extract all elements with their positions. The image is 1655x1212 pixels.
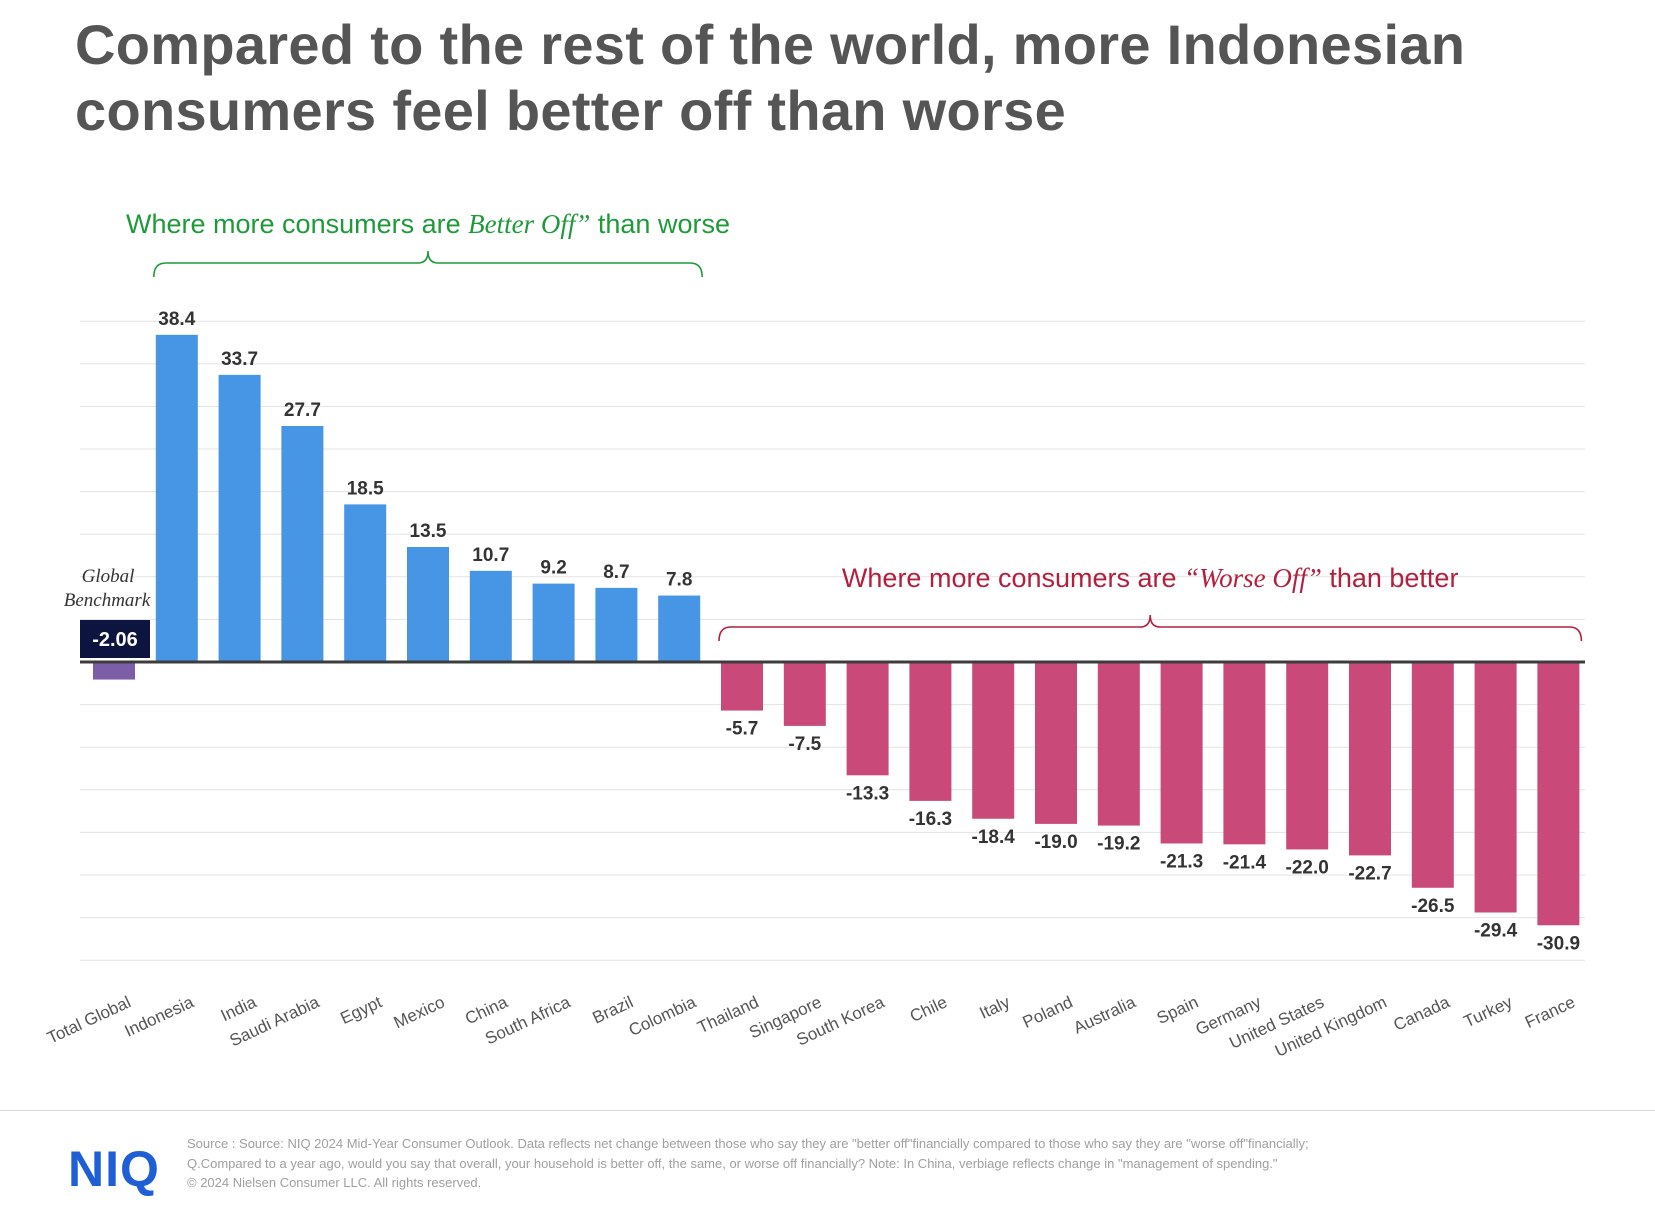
tick-label-indonesia: Indonesia (122, 992, 197, 1041)
data-label-south-africa: 9.2 (540, 558, 566, 579)
worse-off-annotation-emphasis: “Worse Off” (1184, 563, 1322, 593)
data-label-italy: -18.4 (972, 827, 1016, 848)
data-label-brazil: 8.7 (603, 562, 629, 583)
footer-divider (0, 1110, 1655, 1111)
worse-off-annotation: Where more consumers are “Worse Off” tha… (842, 563, 1459, 593)
bar-indonesia (155, 334, 198, 662)
bar-italy (972, 662, 1015, 819)
tick-label-egypt: Egypt (337, 992, 385, 1028)
benchmark-caption-line-1: Global (82, 566, 135, 587)
worse-off-annotation-prefix: Where more consumers are (842, 563, 1184, 593)
tick-label-mexico: Mexico (391, 992, 448, 1032)
source-line-2: Q.Compared to a year ago, would you say … (187, 1155, 1278, 1171)
data-label-colombia: 7.8 (666, 570, 692, 591)
data-label-south-korea: -13.3 (846, 783, 889, 804)
tick-label-canada: Canada (1390, 992, 1452, 1035)
data-label-singapore: -7.5 (788, 734, 821, 755)
bar-saudi-arabia (281, 425, 324, 662)
data-label-poland: -19.0 (1034, 832, 1077, 853)
bar-south-korea (846, 662, 889, 776)
bar-china (469, 570, 512, 662)
data-label-china: 10.7 (472, 545, 509, 566)
better-off-annotation-prefix: Where more consumers are (126, 209, 468, 239)
data-label-germany: -21.4 (1223, 852, 1267, 873)
data-label-indonesia: 38.4 (158, 309, 195, 330)
data-label-united-kingdom: -22.7 (1348, 863, 1391, 884)
chart-title-line-1: Compared to the rest of the world, more … (75, 13, 1466, 76)
data-label-australia: -19.2 (1097, 834, 1140, 855)
bar-france (1537, 662, 1580, 926)
bar-brazil (595, 587, 638, 662)
bar-thailand (721, 662, 763, 711)
better-off-annotation-emphasis: Better Off” (468, 209, 590, 239)
data-label-united-states: -22.0 (1286, 857, 1329, 878)
bar-canada (1411, 662, 1454, 888)
bar-south-africa (532, 583, 575, 662)
data-label-france: -30.9 (1537, 933, 1580, 954)
chart-title-line-2: consumers feel better off than worse (75, 79, 1067, 142)
tick-label-australia: Australia (1071, 992, 1139, 1037)
tick-label-france: France (1522, 992, 1578, 1032)
bar-singapore (783, 662, 826, 726)
better-off-annotation: Where more consumers are Better Off” tha… (126, 209, 730, 239)
better-off-annotation-suffix: than worse (590, 209, 730, 239)
bar-united-states (1286, 662, 1329, 850)
bar-australia (1097, 662, 1140, 826)
worse-off-annotation-suffix: than better (1322, 563, 1459, 593)
bar-spain (1160, 662, 1203, 844)
tick-label-chile: Chile (907, 992, 950, 1026)
copyright-line: © 2024 Nielsen Consumer LLC. All rights … (187, 1175, 482, 1190)
data-label-india: 33.7 (221, 349, 258, 370)
bar-poland (1035, 662, 1077, 824)
bar-total-global (93, 662, 135, 680)
data-label-saudi-arabia: 27.7 (284, 400, 321, 421)
source-footnote: Source : Source: NIQ 2024 Mid-Year Consu… (187, 1134, 1507, 1193)
worse-off-bracket (718, 614, 1583, 642)
data-label-canada: -26.5 (1411, 896, 1455, 917)
tick-label-total-global: Total Global (44, 992, 133, 1047)
tick-label-colombia: Colombia (626, 992, 700, 1040)
data-label-chile: -16.3 (909, 809, 952, 830)
data-label-egypt: 18.5 (347, 478, 384, 499)
bar-chile (909, 662, 952, 801)
data-label-mexico: 13.5 (410, 521, 447, 542)
benchmark-value-label: -2.06 (92, 629, 138, 651)
bar-united-kingdom (1349, 662, 1391, 856)
bar-egypt (344, 504, 387, 662)
data-label-turkey: -29.4 (1474, 920, 1518, 941)
better-off-bracket (153, 250, 703, 278)
chart-title: Compared to the rest of the world, more … (75, 12, 1575, 144)
bar-mexico (407, 546, 449, 662)
source-line-1: Source : Source: NIQ 2024 Mid-Year Consu… (187, 1136, 1309, 1151)
niq-logo: NIQ (68, 1141, 160, 1197)
benchmark-caption-line-2: Benchmark (64, 590, 151, 611)
benchmark-value-box (80, 620, 150, 658)
bar-germany (1223, 662, 1266, 845)
bar-colombia (658, 595, 701, 662)
bar-india (218, 374, 261, 662)
tick-label-italy: Italy (977, 992, 1014, 1023)
bar-turkey (1474, 662, 1517, 913)
bar-chart: Total Global38.4Indonesia33.7India27.7Sa… (44, 209, 1585, 1061)
tick-label-poland: Poland (1020, 992, 1076, 1032)
tick-label-turkey: Turkey (1461, 992, 1516, 1031)
data-label-spain: -21.3 (1160, 851, 1203, 872)
data-label-thailand: -5.7 (726, 719, 759, 740)
